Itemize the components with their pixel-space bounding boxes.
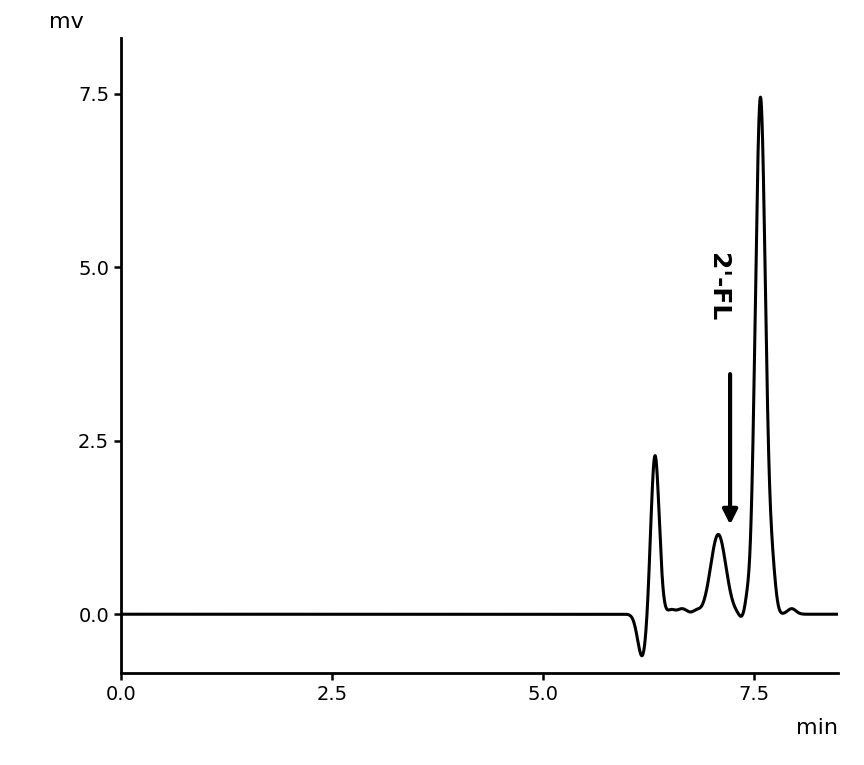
Text: 2'-FL: 2'-FL (706, 253, 730, 321)
Text: min: min (796, 718, 838, 737)
Text: mv: mv (49, 12, 84, 32)
